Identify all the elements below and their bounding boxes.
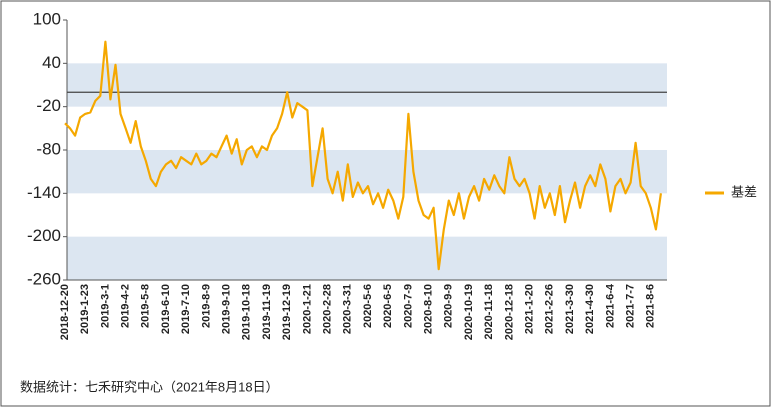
y-tick-label: -20 — [36, 96, 61, 115]
x-tick-label: 2021-6-4 — [604, 283, 616, 328]
x-tick-label: 2019-12-19 — [281, 284, 293, 340]
x-tick-label: 2020-11-18 — [483, 284, 495, 340]
x-tick-label: 2019-5-8 — [140, 284, 152, 328]
x-tick-label: 2020-1-21 — [301, 284, 313, 334]
x-tick-label: 2019-8-9 — [200, 284, 212, 328]
x-tick-label: 2019-1-23 — [79, 284, 91, 334]
x-tick-label: 2021-1-20 — [524, 284, 536, 334]
x-tick-label: 2019-11-19 — [261, 284, 273, 340]
x-tick-label: 2021-8-6 — [645, 284, 657, 328]
x-tick-label: 2019-6-10 — [160, 284, 172, 334]
x-tick-label: 2020-10-19 — [463, 284, 475, 340]
x-tick-label: 2021-2-26 — [544, 284, 556, 334]
x-tick-label: 2020-7-9 — [402, 284, 414, 328]
band — [67, 63, 667, 107]
x-tick-label: 2019-10-18 — [241, 284, 253, 340]
x-tick-label: 2019-4-2 — [120, 284, 132, 328]
legend-label: 基差 — [731, 184, 757, 199]
x-tick-label: 2019-3-1 — [99, 284, 111, 328]
y-tick-label: -260 — [27, 269, 61, 288]
band — [67, 236, 667, 280]
x-tick-label: 2020-12-18 — [503, 284, 515, 340]
x-tick-label: 2021-4-30 — [584, 284, 596, 334]
x-tick-label: 2018-12-20 — [59, 284, 71, 340]
x-tick-label: 2020-8-10 — [423, 284, 435, 334]
x-tick-label: 2020-3-31 — [342, 284, 354, 334]
line — [64, 40, 662, 271]
x-tick-label: 2019-9-10 — [221, 284, 233, 334]
x-tick-label: 2021-7-7 — [625, 284, 637, 328]
x-tick-label: 2021-3-30 — [564, 284, 576, 334]
y-tick-label: 40 — [42, 53, 61, 72]
x-tick-label: 2020-6-5 — [382, 284, 394, 328]
footnote: 数据统计：七禾研究中心（2021年8月18日） — [20, 379, 279, 394]
x-tick-label: 2020-9-9 — [443, 284, 455, 328]
y-tick-label: -80 — [36, 139, 61, 158]
x-tick-label: 2020-5-6 — [362, 284, 374, 328]
x-tick-label: 2020-2-28 — [322, 284, 334, 334]
y-tick-label: -140 — [27, 183, 61, 202]
y-tick-label: 100 — [33, 9, 61, 28]
y-tick-label: -200 — [27, 226, 61, 245]
x-tick-label: 2019-7-10 — [180, 284, 192, 334]
